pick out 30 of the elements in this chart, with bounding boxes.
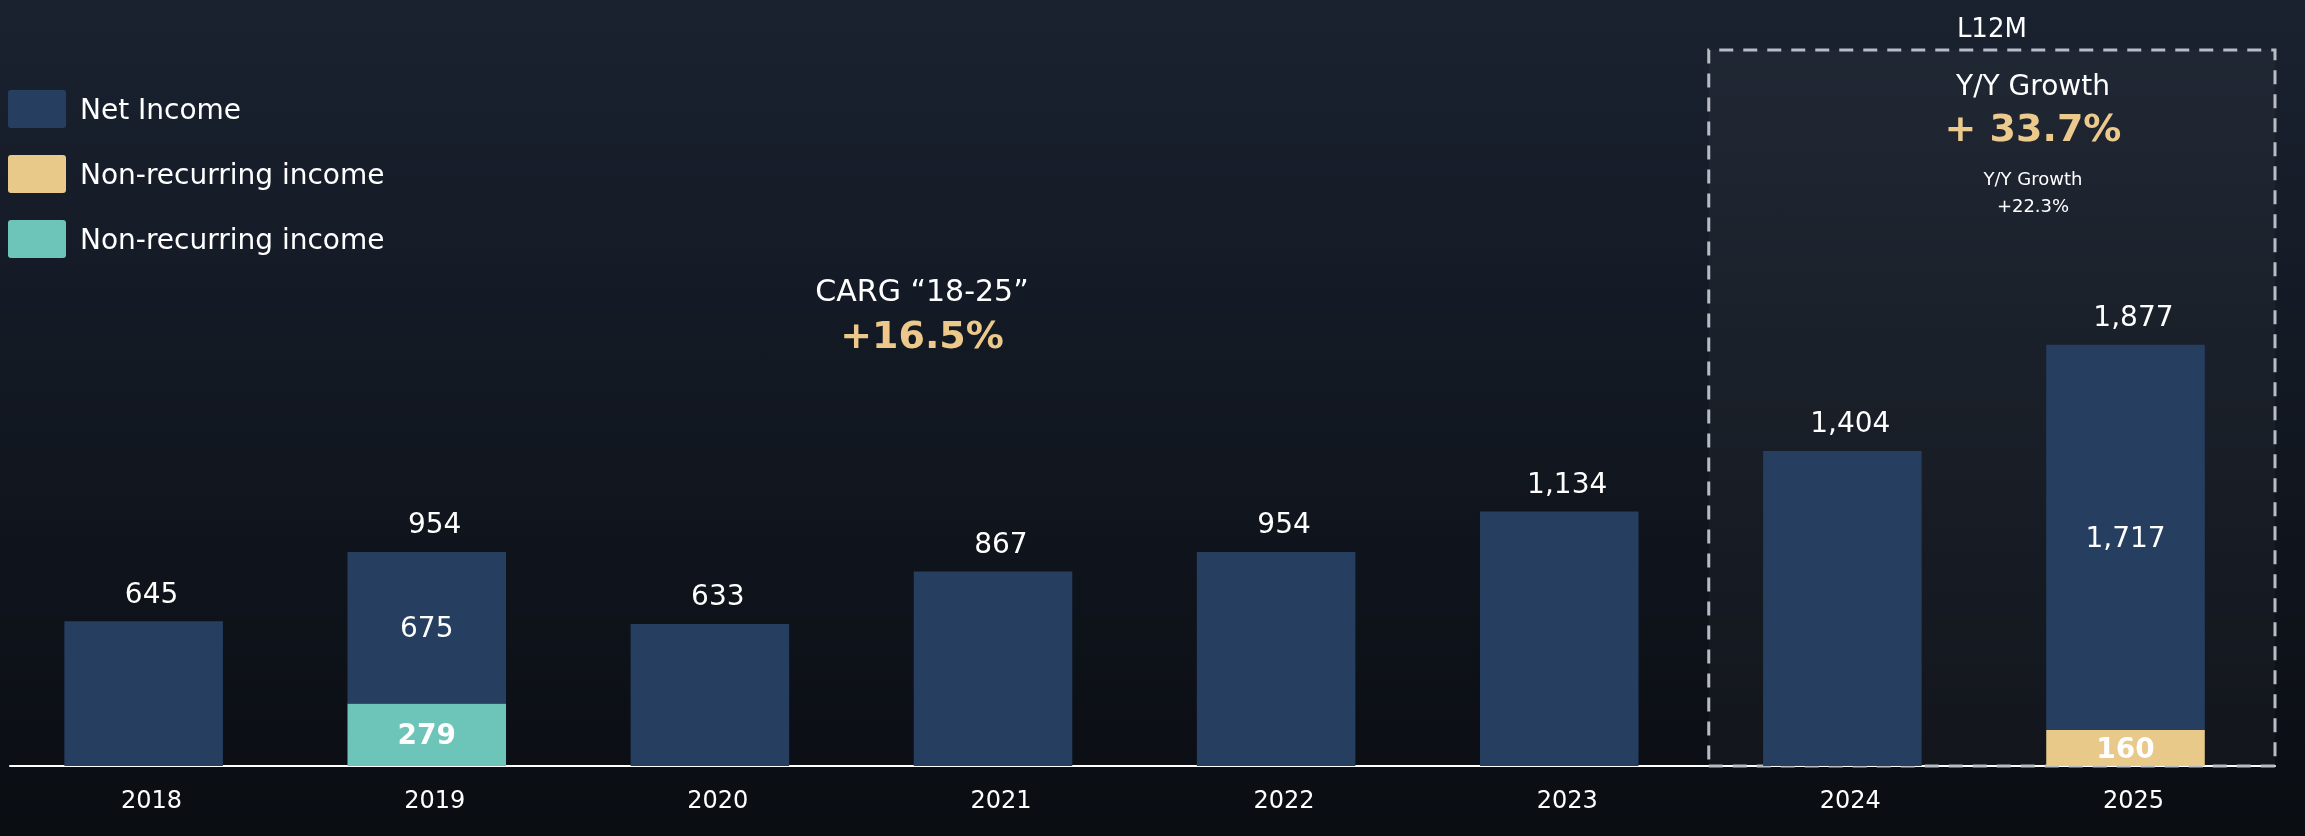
legend-label: Net Income [80,92,242,126]
x-tick-label: 2023 [1536,786,1598,814]
text: Y/Y Growth [1982,167,2083,189]
annotation: +16.5% [840,313,1004,357]
total-label: 954 [1257,507,1311,541]
text: +22.3% [1996,194,2070,216]
total-label: 1,404 [1810,406,1891,440]
total-label: 645 [124,576,179,610]
x-tick-label: 2020 [687,786,749,814]
data-label: 675 [400,611,454,645]
total-label: 1,134 [1527,467,1608,501]
data-label: 160 [2096,731,2155,765]
band-label: L12M [1956,12,2027,43]
x-tick-label: 2021 [970,786,1032,814]
legend-label: Non-recurring income [80,222,385,256]
x-tick-label: 2022 [1253,786,1315,814]
text: + 33.7% [1944,106,2122,150]
data-label: 279 [397,718,456,752]
x-tick-label: 2024 [1819,786,1881,814]
data-label: 1,717 [2085,520,2166,554]
text: Y/Y Growth [1955,68,2110,102]
total-label: 954 [407,507,462,541]
x-tick-label: 2025 [2102,786,2164,814]
total-label: 633 [691,579,745,613]
total-label: 1,877 [2093,300,2174,334]
legend-label: Non-recurring income [80,157,385,191]
text: CARG “18-25” [815,272,1029,308]
total-label: 867 [974,526,1028,560]
x-tick-label: 2018 [121,786,183,814]
x-tick-label: 2019 [404,786,466,814]
